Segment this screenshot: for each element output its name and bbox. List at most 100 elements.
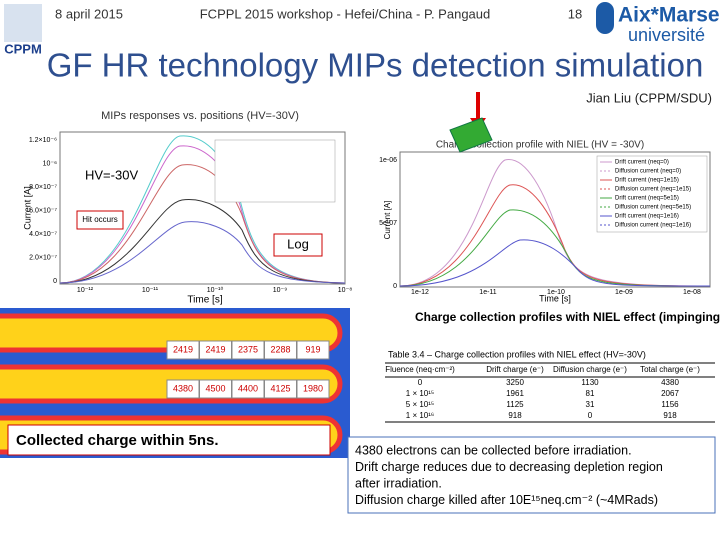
table-cell: 918 bbox=[508, 411, 522, 420]
table-cell: 5 × 10¹⁵ bbox=[406, 400, 434, 409]
y-tick-label: 0 bbox=[53, 278, 57, 285]
hit-annotation: Hit occurs bbox=[82, 215, 118, 224]
y-tick-label: 0 bbox=[393, 283, 397, 290]
right-y-label: Current [A] bbox=[383, 201, 392, 240]
x-tick-label: 10⁻⁹ bbox=[273, 287, 287, 294]
right-x-label: Time [s] bbox=[539, 293, 571, 303]
logo-sub: université bbox=[628, 25, 705, 45]
event: FCPPL 2015 workshop - Hefei/China - P. P… bbox=[200, 6, 491, 21]
cppm-mark bbox=[4, 4, 42, 42]
y-tick-label: 8.0×10⁻⁷ bbox=[29, 184, 57, 191]
table-cell: 4380 bbox=[661, 378, 679, 387]
table-cell: 1156 bbox=[661, 400, 679, 409]
notes-box bbox=[347, 436, 716, 514]
x-tick-label: 1e-12 bbox=[411, 289, 429, 296]
sim-value: 2375 bbox=[238, 344, 258, 354]
hit-box bbox=[76, 210, 124, 230]
table-cell: 1 × 10¹⁵ bbox=[406, 389, 434, 398]
table-cell: 918 bbox=[663, 411, 677, 420]
y-tick-label: 2.0×10⁻⁷ bbox=[29, 254, 57, 261]
sim-value: 919 bbox=[305, 344, 320, 354]
page-number: 18 bbox=[568, 6, 582, 21]
right-plot-title: Charge collection profile with NIEL (HV … bbox=[436, 140, 644, 151]
table: Fluence (neq·cm⁻²) Drift charge (e⁻) Diffu… bbox=[385, 365, 700, 420]
right-legend bbox=[596, 155, 708, 233]
cppm-logo: CPPM bbox=[4, 41, 42, 56]
y-tick-label: 10⁻⁶ bbox=[43, 160, 57, 167]
right-ticks: 1e-06 5e-07 0 1e-12 1e-11 1e-10 1e-09 1e-08 Drif… bbox=[379, 157, 701, 296]
y-tick-label: 5e-07 bbox=[379, 220, 397, 227]
left-plot-axes bbox=[59, 131, 346, 285]
legend-entry: Diffusion current (neq=1e16) bbox=[615, 223, 691, 229]
table-title: Table 3.4 – Charge collection profiles w… bbox=[388, 349, 646, 359]
table-cell: 1 × 10¹⁶ bbox=[406, 411, 434, 420]
chip-icon bbox=[449, 117, 493, 153]
table-header: Fluence (neq·cm⁻²) bbox=[385, 365, 455, 374]
table-cell: 1130 bbox=[581, 378, 599, 387]
left-y-label: Current [A] bbox=[22, 186, 32, 230]
note-line: after irradiation. bbox=[355, 476, 442, 490]
table-header: Drift charge (e⁻) bbox=[486, 365, 544, 374]
table-header: Diffusion charge (e⁻) bbox=[553, 365, 627, 374]
x-tick-label: 10⁻⁸ bbox=[338, 287, 352, 294]
sim-value: 2419 bbox=[173, 344, 193, 354]
legend-entry: Drift current (neq=0) bbox=[615, 160, 669, 166]
sim-value: 2419 bbox=[205, 344, 225, 354]
legend-entry: Drift current (neq=1e16) bbox=[615, 214, 679, 220]
value-box bbox=[296, 379, 330, 399]
note-line: 4380 electrons can be collected before i… bbox=[355, 443, 632, 457]
right-curves bbox=[399, 159, 711, 287]
table-cell: 1125 bbox=[506, 400, 524, 409]
logo-mark bbox=[596, 2, 614, 34]
y-tick-label: 1.2×10⁻⁶ bbox=[29, 137, 57, 144]
author: Jian Liu (CPPM/SDU) bbox=[586, 90, 712, 105]
sim-value: 4125 bbox=[270, 383, 290, 393]
table-cell: 3250 bbox=[506, 378, 524, 387]
x-tick-label: 10⁻¹² bbox=[77, 287, 94, 294]
legend-entry: Diffusion current (neq=5e15) bbox=[615, 205, 691, 211]
table-cell: 0 bbox=[588, 411, 593, 420]
sim-label: Collected charge within 5ns. bbox=[16, 432, 219, 449]
sim-value: 1980 bbox=[303, 383, 323, 393]
sim-value: 4380 bbox=[173, 383, 193, 393]
slide-title: GF HR technology MIPs detection simulati… bbox=[47, 47, 704, 84]
logo-name: Aix*Marseille bbox=[618, 4, 720, 27]
legend-entry: Drift current (neq=5e15) bbox=[615, 196, 679, 202]
table-cell: 2067 bbox=[661, 389, 679, 398]
legend-entry: Diffusion current (neq=1e15) bbox=[615, 187, 691, 193]
left-plot-frame bbox=[20, 104, 350, 307]
hv-annotation: HV=-30V bbox=[85, 167, 138, 182]
table-cell: 0 bbox=[418, 378, 423, 387]
sim-value: 4500 bbox=[205, 383, 225, 393]
x-tick-label: 10⁻¹¹ bbox=[142, 287, 159, 294]
caption: Charge collection profiles with NIEL eff… bbox=[415, 310, 720, 324]
y-tick-label: 6.0×10⁻⁷ bbox=[29, 207, 57, 214]
table-cell: 1961 bbox=[506, 389, 524, 398]
table-cell: 81 bbox=[586, 389, 595, 398]
x-tick-label: 1e-09 bbox=[615, 289, 633, 296]
left-plot-title: MIPs responses vs. positions (HV=-30V) bbox=[101, 110, 299, 122]
note-line: Diffusion charge killed after 10E¹⁵neq.c… bbox=[355, 493, 658, 507]
x-tick-label: 1e-11 bbox=[479, 289, 496, 296]
x-tick-label: 1e-10 bbox=[547, 289, 565, 296]
table-header: Total charge (e⁻) bbox=[640, 365, 700, 374]
sim-value: 2288 bbox=[270, 344, 290, 354]
right-plot-axes bbox=[399, 151, 711, 288]
date: 8 april 2015 bbox=[55, 6, 123, 21]
sim-value: 4400 bbox=[238, 383, 258, 393]
left-legend bbox=[214, 139, 336, 203]
left-curves bbox=[59, 135, 346, 284]
left-x-label: Time [s] bbox=[187, 295, 222, 306]
table-cell: 31 bbox=[586, 400, 595, 409]
y-tick-label: 1e-06 bbox=[379, 157, 397, 164]
log-annotation: Log bbox=[287, 236, 309, 251]
sim-label-box bbox=[7, 424, 331, 456]
y-tick-label: 4.0×10⁻⁷ bbox=[29, 231, 57, 238]
notes: 4380 electrons can be collected before i… bbox=[355, 443, 663, 507]
simulation-values: 2419 2419 2375 2288 919 4380 4500 4400 4125 1980 bbox=[166, 340, 330, 399]
value-box bbox=[296, 340, 330, 360]
legend-entry: Diffusion current (neq=0) bbox=[615, 169, 681, 175]
left-ticks: 1.2×10⁻⁶ 10⁻⁶ 8.0×10⁻⁷ 6.0×10⁻⁷ 4.0×10⁻⁷ 2.0×… bbox=[29, 137, 352, 294]
note-line: Drift charge reduces due to decreasing d… bbox=[355, 460, 663, 474]
